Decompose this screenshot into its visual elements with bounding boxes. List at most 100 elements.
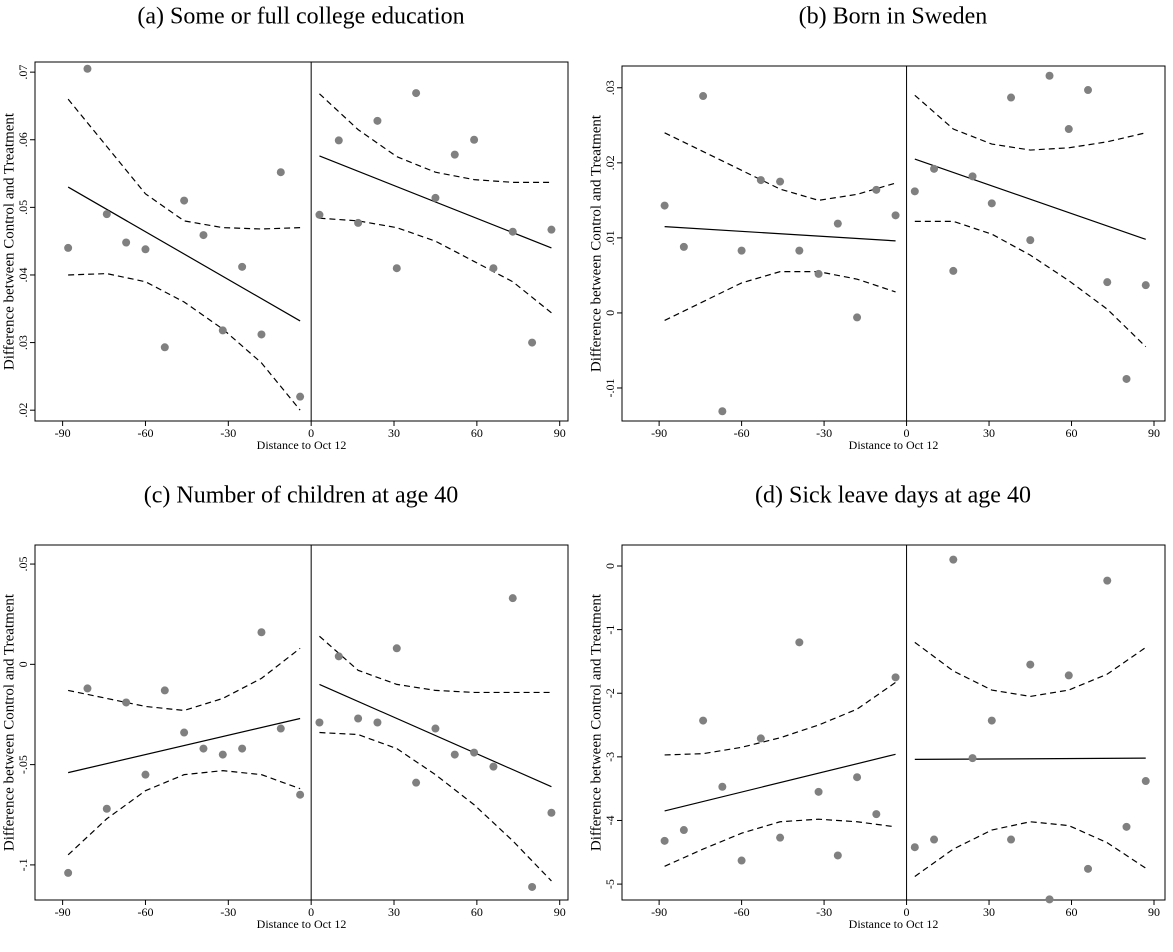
data-point [660,836,669,845]
data-point [431,193,440,202]
x-tick-label: -90 [55,426,71,440]
data-point [1045,71,1054,80]
data-point [470,748,479,757]
data-point [1045,895,1054,904]
x-tick-label: -30 [816,905,832,919]
data-point [949,555,958,564]
fit-line [664,753,896,812]
data-point [795,246,804,255]
x-tick-label: -60 [734,905,750,919]
data-point [1084,86,1093,95]
x-tick-label: 60 [471,905,483,919]
data-point [756,176,765,185]
y-tick-label: 0 [603,310,617,316]
data-point [660,201,669,210]
fit-line [914,757,1146,760]
data-point [180,196,189,205]
panel-title: (c) Number of children at age 40 [144,483,459,509]
data-point [218,750,227,759]
data-point [737,246,746,255]
plot-frame [621,65,1166,422]
data-point [257,330,266,339]
y-tick-label: -3 [603,752,617,762]
confidence-band [68,273,301,411]
data-point [891,211,900,220]
y-tick-label: .04 [16,267,30,282]
data-point [412,89,421,98]
fit-line [319,683,552,788]
data-point [756,734,765,743]
data-point [199,744,208,753]
x-tick-label: 90 [1148,905,1160,919]
y-axis-label: Difference between Control and Treatment [1,112,17,370]
confidence-band [664,818,896,867]
plot-frame [34,544,569,901]
panel: (d) Sick leave days at age 40-90 -60 -30 0 3… [588,483,1166,931]
panel: (a) Some or full college education -90 -60… [1,4,569,452]
data-point [122,698,131,707]
panel-title: (a) Some or full college education [137,4,464,30]
data-point [470,135,479,144]
confidence-band [664,271,896,321]
y-tick-label: -4 [603,815,617,825]
data-point [64,868,73,877]
x-axis-label: Distance to Oct 12 [849,438,939,452]
x-tick-label: 90 [554,426,566,440]
x-tick-label: 0 [308,426,314,440]
y-tick-label: 0 [603,563,617,569]
data-point [334,136,343,145]
x-tick-label: 90 [1148,426,1160,440]
x-axis-label: Distance to Oct 12 [257,438,347,452]
data-point [180,728,189,737]
y-axis-label: Difference between Control and Treatment [1,593,17,851]
x-tick-label: 0 [904,426,910,440]
data-point [489,264,498,273]
y-axis-label: Difference between Control and Treatment [588,593,604,851]
y-tick-label: -.01 [603,378,617,397]
data-point [257,628,266,637]
data-point [315,210,324,219]
data-point [508,594,517,603]
y-tick-label: .05 [16,200,30,215]
data-point [776,177,785,186]
data-point [489,762,498,771]
data-point [987,199,996,208]
data-point [987,716,996,725]
data-point [276,168,285,177]
data-point [160,343,169,352]
data-point [699,92,708,101]
data-point [679,826,688,835]
y-tick-label: .03 [603,80,617,95]
data-point [296,790,305,799]
x-tick-label: -60 [137,426,153,440]
data-point [141,770,150,779]
y-tick-label: -5 [603,879,617,889]
x-tick-label: 30 [388,426,400,440]
fit-line [914,158,1146,240]
y-tick-label: -1 [603,625,617,635]
x-tick-label: 0 [308,905,314,919]
data-point [122,238,131,247]
data-point [547,225,556,234]
data-point [1103,576,1112,585]
data-point [450,150,459,159]
y-tick-label: .06 [16,132,30,147]
data-point [1103,278,1112,287]
data-point [910,187,919,196]
panel-title: (b) Born in Sweden [799,4,988,30]
data-point [1007,93,1016,102]
data-point [528,338,537,347]
x-tick-label: 30 [983,905,995,919]
confidence-band [67,770,301,856]
data-point [1007,835,1016,844]
x-tick-label: -90 [651,426,667,440]
data-point [354,218,363,227]
data-point [718,782,727,791]
data-point [334,652,343,661]
data-point [1064,125,1073,134]
x-tick-label: -90 [55,905,71,919]
data-point [872,810,881,819]
data-point [412,778,421,787]
data-point [968,172,977,181]
